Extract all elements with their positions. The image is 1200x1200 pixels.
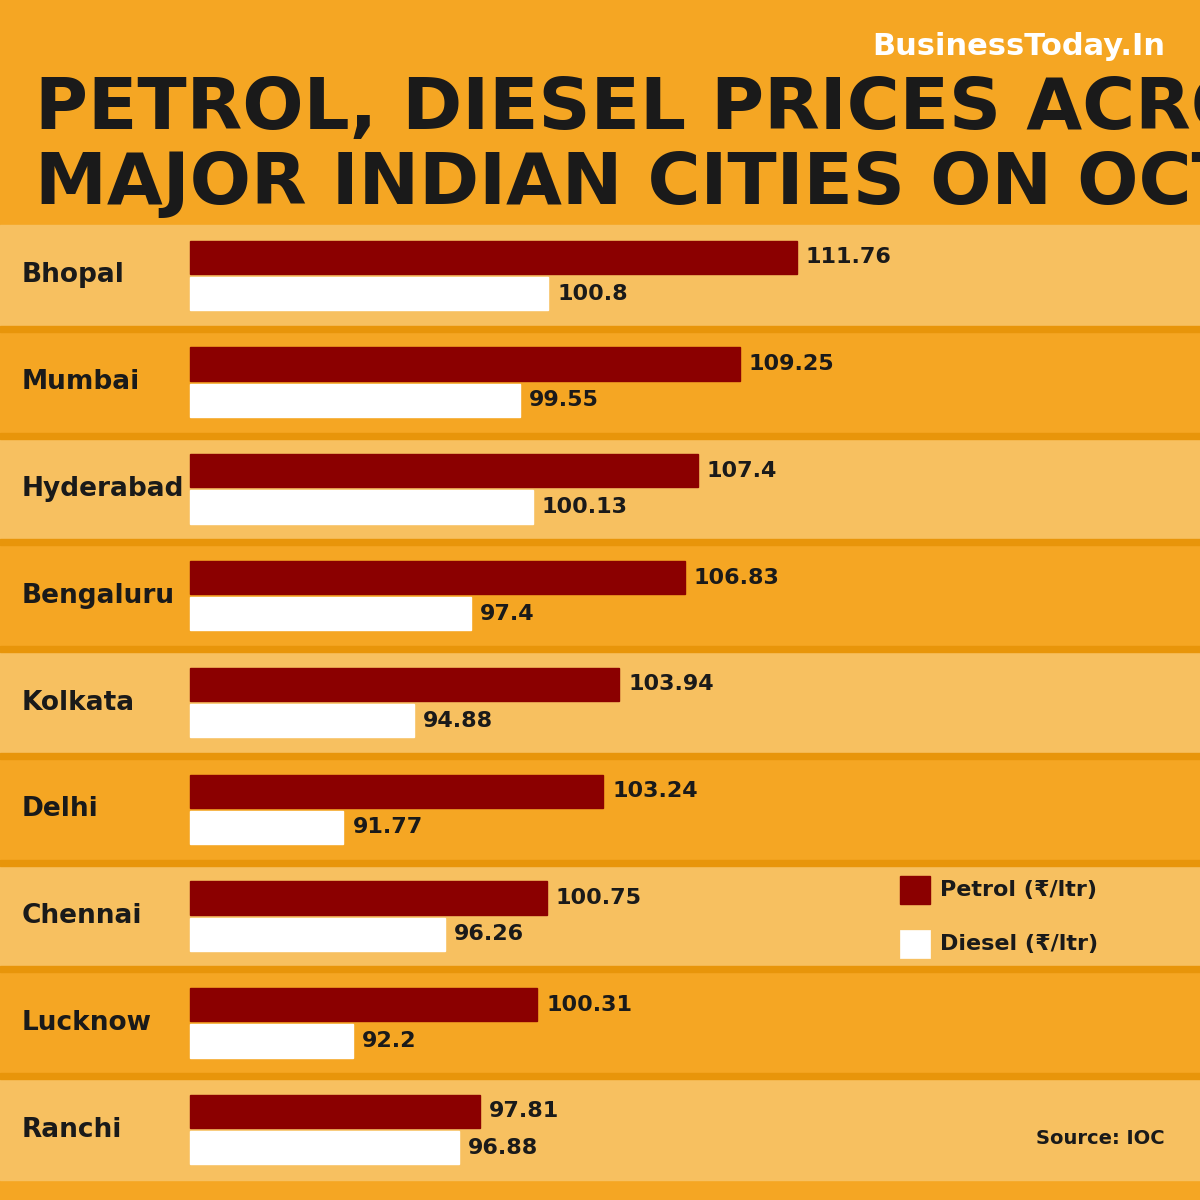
- Text: Diesel (₹/ltr): Diesel (₹/ltr): [940, 934, 1098, 954]
- Text: BusinessToday.In: BusinessToday.In: [872, 32, 1165, 61]
- Text: 92.2: 92.2: [362, 1031, 416, 1051]
- Text: Mumbai: Mumbai: [22, 370, 140, 395]
- Text: Source: IOC: Source: IOC: [1037, 1129, 1165, 1148]
- Bar: [0, 752, 1200, 758]
- Text: Bengaluru: Bengaluru: [22, 583, 175, 608]
- Text: 91.77: 91.77: [353, 817, 422, 838]
- Bar: [900, 930, 930, 958]
- Bar: [0, 972, 1200, 1073]
- Text: 100.13: 100.13: [542, 497, 628, 517]
- Bar: [0, 325, 1200, 331]
- Bar: [190, 918, 445, 950]
- Bar: [0, 226, 1200, 325]
- Text: Kolkata: Kolkata: [22, 690, 136, 715]
- Bar: [0, 438, 1200, 539]
- Text: 103.94: 103.94: [629, 674, 714, 695]
- Bar: [0, 865, 1200, 966]
- Bar: [0, 652, 1200, 752]
- Bar: [0, 1073, 1200, 1079]
- Text: 99.55: 99.55: [529, 390, 599, 410]
- Bar: [190, 774, 604, 808]
- Text: Bhopal: Bhopal: [22, 263, 125, 288]
- Text: 100.8: 100.8: [557, 283, 628, 304]
- Text: 97.4: 97.4: [480, 604, 535, 624]
- Text: Chennai: Chennai: [22, 904, 143, 929]
- Text: Hyderabad: Hyderabad: [22, 476, 185, 502]
- Bar: [190, 347, 739, 380]
- Bar: [190, 811, 343, 844]
- Bar: [0, 432, 1200, 438]
- Bar: [190, 277, 548, 310]
- Bar: [190, 241, 797, 274]
- Text: 97.81: 97.81: [490, 1102, 559, 1122]
- Text: 94.88: 94.88: [422, 710, 493, 731]
- Text: Petrol (₹/ltr): Petrol (₹/ltr): [940, 880, 1097, 900]
- Bar: [190, 384, 520, 416]
- Bar: [900, 876, 930, 904]
- Text: Delhi: Delhi: [22, 797, 98, 822]
- Bar: [0, 1079, 1200, 1180]
- Bar: [190, 598, 472, 630]
- Bar: [190, 1025, 353, 1057]
- Text: PETROL, DIESEL PRICES ACROSS: PETROL, DIESEL PRICES ACROSS: [35, 74, 1200, 144]
- Bar: [0, 545, 1200, 646]
- Text: 100.31: 100.31: [546, 995, 632, 1015]
- Text: 107.4: 107.4: [707, 461, 778, 481]
- Bar: [190, 560, 685, 594]
- Bar: [190, 704, 414, 737]
- Text: Ranchi: Ranchi: [22, 1117, 122, 1142]
- Text: 96.88: 96.88: [468, 1138, 539, 1158]
- Bar: [190, 454, 697, 487]
- Text: 103.24: 103.24: [612, 781, 698, 802]
- Bar: [0, 646, 1200, 652]
- Text: Lucknow: Lucknow: [22, 1010, 152, 1036]
- Bar: [0, 859, 1200, 865]
- Text: 106.83: 106.83: [694, 568, 780, 588]
- Text: 100.75: 100.75: [556, 888, 642, 908]
- Bar: [190, 667, 619, 701]
- Bar: [190, 1132, 460, 1164]
- Bar: [0, 758, 1200, 859]
- Bar: [190, 988, 538, 1021]
- Text: 111.76: 111.76: [805, 247, 892, 268]
- Text: 109.25: 109.25: [749, 354, 834, 374]
- Text: MAJOR INDIAN CITIES ON OCT 7, 2021: MAJOR INDIAN CITIES ON OCT 7, 2021: [35, 150, 1200, 218]
- Bar: [0, 539, 1200, 545]
- Text: 96.26: 96.26: [455, 924, 524, 944]
- Bar: [190, 881, 547, 914]
- Bar: [0, 331, 1200, 432]
- Bar: [190, 491, 533, 523]
- Bar: [190, 1094, 480, 1128]
- Bar: [0, 966, 1200, 972]
